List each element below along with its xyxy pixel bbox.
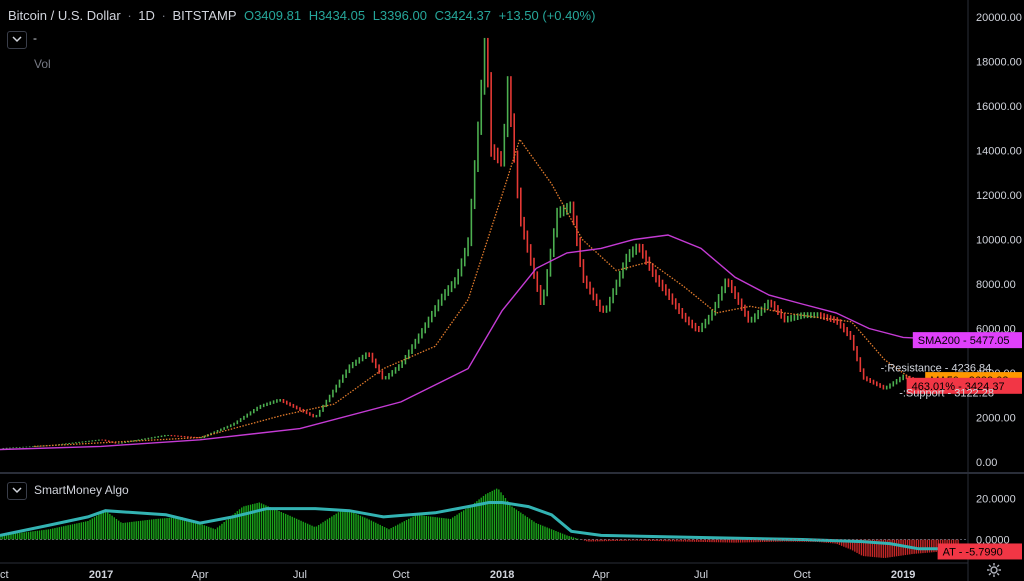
collapse-indicator-button[interactable] (7, 482, 27, 500)
symbol-title: Bitcoin / U.S. Dollar (8, 8, 121, 23)
time-tick-label: Apr (191, 569, 208, 581)
collapse-legend-button[interactable] (7, 31, 27, 49)
price-annotation-label: SMA200 - 5477.05 (918, 335, 1010, 347)
open-value: O3409.81 (243, 8, 302, 23)
chevron-down-icon (12, 36, 22, 43)
separator: · (127, 8, 132, 23)
time-tick-label: 2018 (490, 569, 514, 581)
interval-label[interactable]: 1D (138, 8, 155, 23)
price-tick-label: 16000.00 (976, 101, 1022, 113)
price-annotation-box (912, 332, 1022, 349)
chart-header: Bitcoin / U.S. Dollar · 1D · BITSTAMP O3… (8, 8, 595, 23)
exchange-label: BITSTAMP (172, 8, 237, 23)
close-value: C3424.37 (434, 8, 491, 23)
price-annotation-label: 463.01% - 3424.37 (912, 381, 1005, 393)
time-tick-label: Apr (592, 569, 609, 581)
price-tick-label: 20000.00 (976, 12, 1022, 24)
price-annotation-label: -:Support - 3122.28 (899, 388, 994, 400)
separator: · (161, 8, 166, 23)
time-tick-label: Jul (293, 569, 307, 581)
sma200-line (0, 234, 959, 451)
price-tick-label: 14000.00 (976, 146, 1022, 158)
time-tick-label: 2017 (89, 569, 113, 581)
sma50-line (34, 137, 914, 448)
legend-dash: - (33, 31, 37, 45)
low-value: L3396.00 (372, 8, 427, 23)
high-value: H3434.05 (308, 8, 366, 23)
gear-icon[interactable] (986, 562, 1002, 578)
price-annotation-box (906, 377, 1022, 394)
price-pane (0, 37, 959, 451)
algo-line (0, 501, 959, 551)
indicator-name[interactable]: SmartMoney Algo (34, 483, 129, 497)
chevron-down-icon (12, 487, 22, 494)
algo-annotation-box (937, 543, 1022, 560)
smartmoney-pane (0, 488, 968, 558)
price-annotation-label: -:Resistance - 4236.84 (881, 363, 992, 375)
price-tick-label: 8000.00 (976, 279, 1016, 291)
change-value: +13.50 (+0.40%) (498, 8, 596, 23)
time-tick-label: Jul (694, 569, 708, 581)
price-tick-label: 18000.00 (976, 57, 1022, 69)
price-tick-label: 2000.00 (976, 413, 1016, 425)
volume-label[interactable]: Vol (34, 57, 51, 71)
price-tick-label: 0.00 (976, 457, 997, 469)
time-tick-label: Oct (392, 569, 409, 581)
price-tick-label: 12000.00 (976, 190, 1022, 202)
algo-annotation-label: AT - -5.7990 (943, 546, 1003, 558)
time-tick-label: 2019 (891, 569, 915, 581)
time-tick-label: Oct (794, 569, 811, 581)
price-tick-label: 10000.00 (976, 235, 1022, 247)
time-tick-label: Oct (0, 569, 9, 581)
algo-tick-label: 20.0000 (976, 493, 1016, 505)
